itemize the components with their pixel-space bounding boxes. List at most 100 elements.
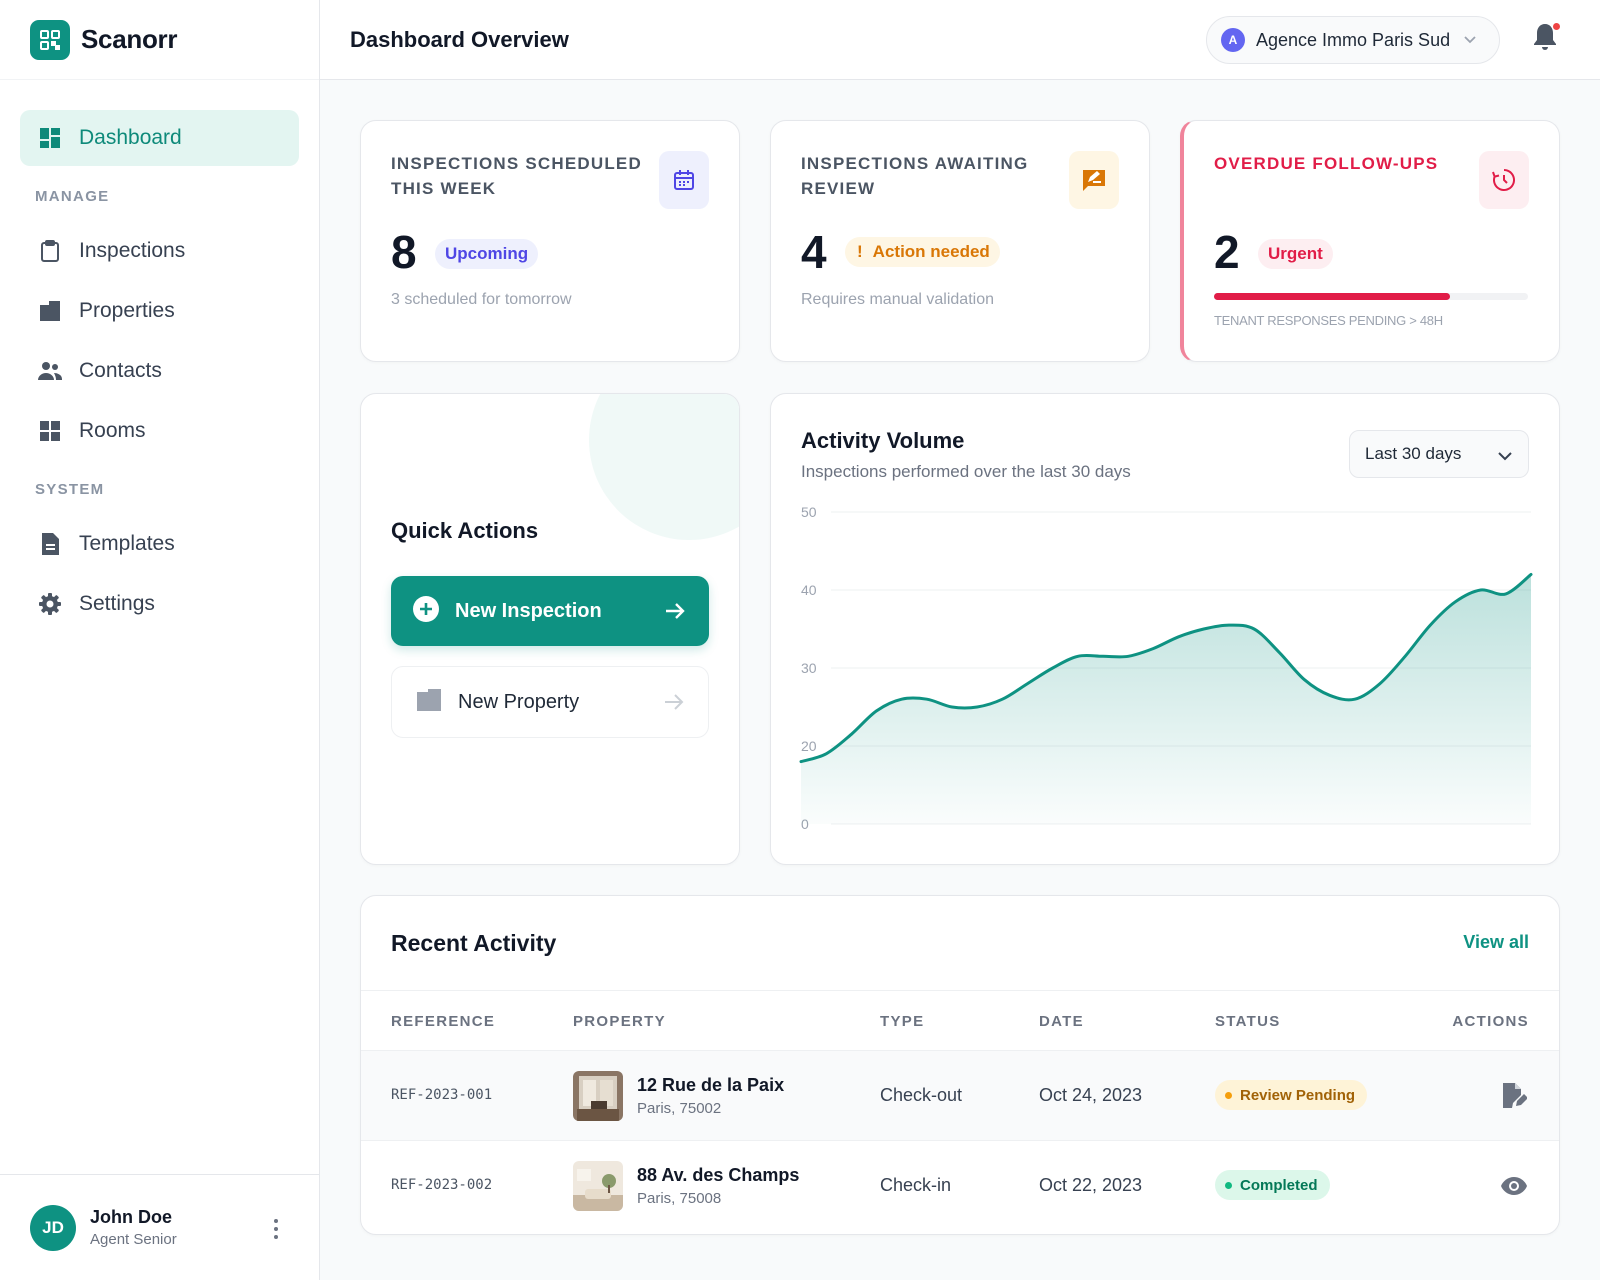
stat-card-scheduled: INSPECTIONS SCHEDULED THIS WEEK 8 Upcomi… bbox=[360, 120, 740, 362]
status-badge: Review Pending bbox=[1215, 1080, 1368, 1110]
user-role: Agent Senior bbox=[90, 1231, 177, 1248]
org-badge: A bbox=[1221, 28, 1245, 52]
progress-fill bbox=[1214, 293, 1450, 300]
decorative-circle bbox=[589, 394, 739, 540]
plus-circle-icon bbox=[413, 595, 439, 627]
sidebar: Scanorr Dashboard MANAGE Inspections Pro… bbox=[0, 0, 320, 1280]
column-header-actions: ACTIONS bbox=[1452, 1013, 1529, 1030]
sidebar-nav: Dashboard MANAGE Inspections Properties … bbox=[0, 80, 319, 632]
sidebar-item-templates[interactable]: Templates bbox=[20, 516, 299, 572]
property-thumbnail bbox=[573, 1071, 623, 1121]
dashboard-icon bbox=[37, 125, 63, 151]
property-name[interactable]: 12 Rue de la Paix bbox=[637, 1075, 785, 1095]
sidebar-item-dashboard[interactable]: Dashboard bbox=[20, 110, 299, 166]
stat-value: 2 bbox=[1214, 226, 1240, 278]
document-icon bbox=[37, 531, 63, 557]
notification-dot bbox=[1553, 23, 1560, 30]
eye-icon[interactable] bbox=[1499, 1171, 1529, 1201]
status-dot bbox=[1225, 1091, 1232, 1099]
table-row[interactable]: REF-2023-001 12 Rue de la Paix Paris, 75… bbox=[361, 1050, 1559, 1140]
sidebar-item-contacts[interactable]: Contacts bbox=[20, 343, 299, 399]
row-date: Oct 24, 2023 bbox=[1039, 1085, 1143, 1105]
new-inspection-button[interactable]: New Inspection bbox=[391, 576, 709, 646]
date-range-label: Last 30 days bbox=[1365, 444, 1462, 463]
notification-bell-icon[interactable] bbox=[1532, 22, 1562, 54]
sidebar-item-label: Contacts bbox=[79, 359, 162, 382]
chevron-down-icon bbox=[1464, 31, 1476, 49]
new-property-button[interactable]: New Property bbox=[391, 666, 709, 738]
stat-subtext: Requires manual validation bbox=[801, 291, 994, 308]
sidebar-item-settings[interactable]: Settings bbox=[20, 576, 299, 632]
sidebar-item-label: Properties bbox=[79, 299, 175, 322]
org-name: Agence Immo Paris Sud bbox=[1256, 29, 1451, 50]
series-line bbox=[799, 572, 1533, 764]
user-profile[interactable]: JD John Doe Agent Senior bbox=[0, 1174, 320, 1280]
date-range-select[interactable]: Last 30 days bbox=[1349, 430, 1529, 478]
row-type: Check-in bbox=[880, 1175, 952, 1195]
status-badge: Urgent bbox=[1258, 239, 1333, 269]
column-header-type: TYPE bbox=[880, 1013, 925, 1030]
more-vertical-icon[interactable] bbox=[274, 1219, 280, 1239]
brand-name: Scanorr bbox=[81, 24, 178, 54]
area-fill bbox=[801, 574, 1531, 824]
status-dot bbox=[1225, 1181, 1232, 1189]
y-tick-label: 40 bbox=[801, 582, 817, 598]
sidebar-item-label: Inspections bbox=[79, 239, 186, 262]
sidebar-item-label: Dashboard bbox=[79, 126, 182, 149]
property-city: Paris, 75002 bbox=[637, 1100, 722, 1117]
property-name[interactable]: 88 Av. des Champs bbox=[637, 1165, 800, 1185]
row-date: Oct 22, 2023 bbox=[1039, 1175, 1143, 1195]
table-header: REFERENCE PROPERTY TYPE DATE STATUS ACTI… bbox=[361, 990, 1559, 1050]
status-badge: ! Action needed bbox=[845, 237, 1000, 267]
nav-section-manage: MANAGE bbox=[35, 188, 110, 205]
activity-volume-card: Activity Volume Inspections performed ov… bbox=[770, 393, 1560, 865]
row-type: Check-out bbox=[880, 1085, 963, 1105]
recent-activity-table: REFERENCE PROPERTY TYPE DATE STATUS ACTI… bbox=[361, 990, 1559, 1230]
sidebar-item-rooms[interactable]: Rooms bbox=[20, 403, 299, 459]
calendar-icon bbox=[659, 151, 709, 209]
column-header-property: PROPERTY bbox=[573, 1013, 666, 1030]
user-name: John Doe bbox=[90, 1207, 173, 1227]
sidebar-item-properties[interactable]: Properties bbox=[20, 283, 299, 339]
arrow-right-icon bbox=[662, 690, 686, 719]
table-row[interactable]: REF-2023-002 88 Av. des Champs Paris, 75… bbox=[361, 1140, 1559, 1230]
avatar: JD bbox=[30, 1204, 76, 1251]
new-property-label: New Property bbox=[458, 690, 580, 713]
column-header-date: DATE bbox=[1039, 1013, 1084, 1030]
row-reference: REF-2023-002 bbox=[391, 1177, 493, 1193]
building-icon bbox=[37, 298, 63, 324]
sidebar-item-label: Rooms bbox=[79, 419, 146, 442]
clock-alert-icon bbox=[1479, 151, 1529, 209]
brand[interactable]: Scanorr bbox=[0, 0, 319, 80]
view-all-link[interactable]: View all bbox=[1463, 932, 1529, 952]
sidebar-item-label: Settings bbox=[79, 592, 155, 615]
status-badge: Upcoming bbox=[435, 239, 539, 269]
quick-actions-title: Quick Actions bbox=[391, 518, 539, 543]
nav-section-system: SYSTEM bbox=[35, 481, 105, 498]
stat-card-awaiting-review: INSPECTIONS AWAITING REVIEW 4 ! Action n… bbox=[770, 120, 1150, 362]
stat-card-overdue: OVERDUE FOLLOW-UPS 2 Urgent TENANT RESPO… bbox=[1180, 120, 1560, 362]
chart-title: Activity Volume bbox=[801, 428, 965, 453]
property-thumbnail bbox=[573, 1161, 623, 1211]
recent-activity-title: Recent Activity bbox=[391, 930, 557, 956]
quick-actions-card: Quick Actions New Inspection New Propert… bbox=[360, 393, 740, 865]
status-badge: Completed bbox=[1215, 1170, 1330, 1200]
grid-icon bbox=[37, 418, 63, 444]
y-tick-label: 20 bbox=[801, 738, 817, 754]
gear-icon bbox=[37, 591, 63, 617]
recent-activity-card: Recent Activity View all REFERENCE PROPE… bbox=[360, 895, 1560, 1235]
stat-title: OVERDUE FOLLOW-UPS bbox=[1214, 154, 1439, 173]
stat-value: 4 bbox=[801, 226, 827, 278]
progress-bar bbox=[1214, 293, 1528, 300]
stat-subtext: 3 scheduled for tomorrow bbox=[391, 291, 572, 308]
column-header-status: STATUS bbox=[1215, 1013, 1281, 1030]
edit-document-icon[interactable] bbox=[1499, 1081, 1529, 1111]
organization-select[interactable]: A Agence Immo Paris Sud bbox=[1206, 16, 1500, 64]
stat-title: INSPECTIONS SCHEDULED THIS WEEK bbox=[391, 154, 642, 198]
stat-value: 8 bbox=[391, 226, 417, 278]
sidebar-item-inspections[interactable]: Inspections bbox=[20, 223, 299, 279]
page-title: Dashboard Overview bbox=[350, 27, 569, 52]
people-icon bbox=[37, 358, 63, 384]
top-header: Dashboard Overview A Agence Immo Paris S… bbox=[320, 0, 1600, 80]
property-city: Paris, 75008 bbox=[637, 1190, 722, 1207]
